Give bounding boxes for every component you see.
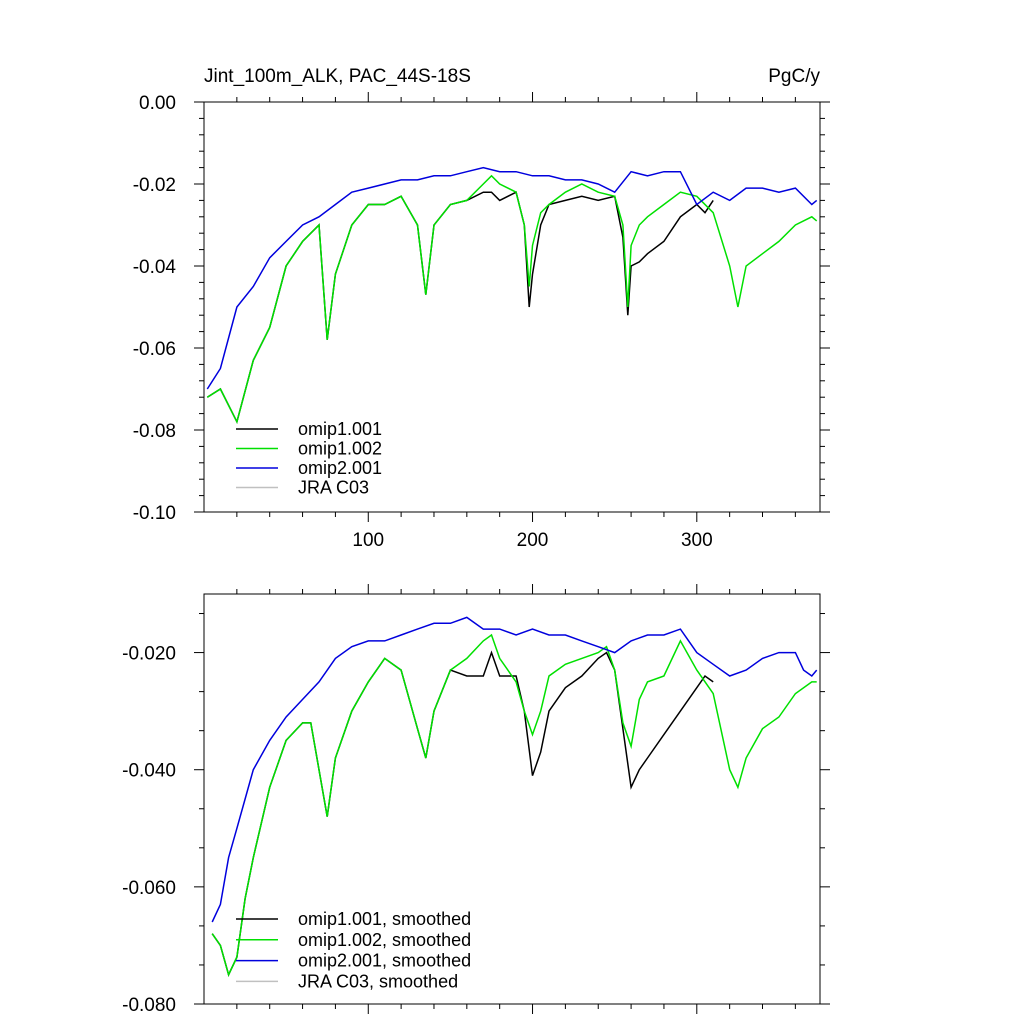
bottom-series-line-1 xyxy=(211,633,817,977)
bottom-axes: -0.020 -0.040 -0.060 -0.080 xyxy=(122,584,830,1016)
top-y-tick-label: -0.06 xyxy=(133,339,176,360)
top-x-tick-label: 300 xyxy=(681,530,713,551)
top-y-tick-label: -0.10 xyxy=(133,503,176,524)
bottom-chart-panel: -0.020 -0.040 -0.060 -0.080 omip1.001, smoo… xyxy=(122,584,830,1016)
top-legend-label-0: omip1.001 xyxy=(298,419,382,439)
top-series-line-2 xyxy=(206,166,818,390)
bottom-series-line-2 xyxy=(211,616,818,923)
bottom-legend-label-3: JRA C03, smoothed xyxy=(298,971,458,991)
bottom-plot-area xyxy=(211,616,818,977)
top-legend-label-3: JRA C03 xyxy=(298,478,369,498)
top-x-tick-label: 200 xyxy=(517,530,549,551)
top-y-tick-label: 0.00 xyxy=(139,93,176,114)
bottom-legend-label-2: omip2.001, smoothed xyxy=(298,951,471,971)
top-y-tick-label: -0.02 xyxy=(133,175,176,196)
top-x-tick-label: 100 xyxy=(352,530,384,551)
top-plot-area xyxy=(206,166,818,424)
top-plot-frame xyxy=(203,101,821,513)
bottom-legend-label-1: omip1.002, smoothed xyxy=(298,930,471,950)
top-chart-units: PgC/y xyxy=(768,66,820,87)
bottom-y-tick-label: -0.060 xyxy=(122,878,176,899)
top-y-tick-label: -0.04 xyxy=(133,257,177,278)
top-chart-title: Jint_100m_ALK, PAC_44S-18S xyxy=(204,66,471,87)
top-series-line-1 xyxy=(206,174,818,424)
bottom-y-tick-label: -0.020 xyxy=(122,644,176,665)
top-y-tick-label: -0.08 xyxy=(133,421,176,442)
bottom-plot-frame xyxy=(203,593,821,1005)
top-chart-panel: Jint_100m_ALK, PAC_44S-18S PgC/y 100 200 3… xyxy=(133,66,830,551)
top-legend-label-1: omip1.002 xyxy=(298,439,382,459)
bottom-legend-label-0: omip1.001, smoothed xyxy=(298,909,471,929)
top-axes: 100 200 300 0.00 -0.02 -0.04 -0.06 -0.08 -0.10 xyxy=(133,92,830,551)
bottom-y-tick-label: -0.080 xyxy=(122,995,176,1016)
top-series-line-0 xyxy=(206,191,714,424)
bottom-y-tick-label: -0.040 xyxy=(122,761,176,782)
top-legend-label-2: omip2.001 xyxy=(298,458,382,478)
